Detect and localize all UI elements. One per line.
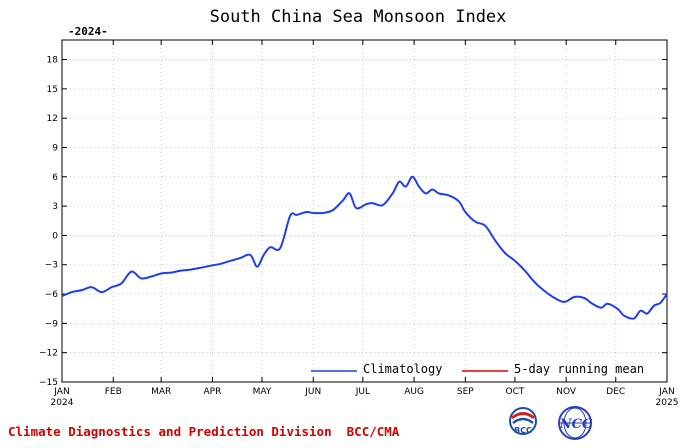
y-tick-label: 18 xyxy=(47,56,59,66)
legend: Climatology 5-day running mean xyxy=(311,362,644,376)
x-tick-label: JAN xyxy=(53,387,69,397)
legend-running-mean-label: 5-day running mean xyxy=(514,362,644,376)
grid xyxy=(62,40,667,382)
x-tick-year-label: 2025 xyxy=(656,398,679,408)
footer-credit: Climate Diagnostics and Prediction Divis… xyxy=(8,424,400,439)
y-tick-label: −3 xyxy=(45,261,58,271)
y-tick-label: −9 xyxy=(45,319,59,329)
x-tick-label: JUN xyxy=(304,387,321,397)
y-tick-label: 0 xyxy=(52,231,58,241)
x-tick-year-label: 2024 xyxy=(51,398,74,408)
y-tick-label: −12 xyxy=(39,349,58,359)
x-tick-label: MAR xyxy=(151,387,171,397)
y-tick-label: 3 xyxy=(52,202,58,212)
ncc-logo-text: NCC xyxy=(559,417,593,432)
x-tick-label: FEB xyxy=(105,387,122,397)
x-tick-label: DEC xyxy=(606,387,625,397)
y-axis: −15 −12 −9 −6 −3 0 3 6 9 12 15 18 xyxy=(39,56,667,388)
y-tick-label: −6 xyxy=(45,290,59,300)
y-tick-label: 6 xyxy=(52,173,58,183)
x-tick-label: APR xyxy=(204,387,222,397)
series-layer xyxy=(61,175,668,320)
x-tick-label: JUL xyxy=(355,387,370,397)
plot-frame xyxy=(61,39,668,383)
y-tick-label: 12 xyxy=(47,114,58,124)
series-line-0 xyxy=(61,175,668,320)
legend-climatology-label: Climatology xyxy=(363,362,442,376)
x-tick-label: NOV xyxy=(556,387,577,397)
monsoon-index-chart: South China Sea Monsoon Index -2024- −15… xyxy=(39,7,679,408)
x-tick-label: OCT xyxy=(505,387,524,397)
bcc-logo: BCC xyxy=(503,406,543,440)
year-tag: -2024- xyxy=(68,25,108,38)
bcc-logo-text: BCC xyxy=(514,426,532,435)
y-tick-label: −15 xyxy=(39,378,58,388)
chart-title: South China Sea Monsoon Index xyxy=(210,7,507,27)
ncc-logo: NCC xyxy=(545,405,605,440)
y-tick-label: 9 xyxy=(52,143,58,153)
x-tick-label: AUG xyxy=(404,387,424,397)
y-tick-label: 15 xyxy=(47,85,58,95)
x-tick-label: JAN xyxy=(658,387,674,397)
x-tick-label: SEP xyxy=(457,387,474,397)
x-tick-label: MAY xyxy=(253,387,272,397)
